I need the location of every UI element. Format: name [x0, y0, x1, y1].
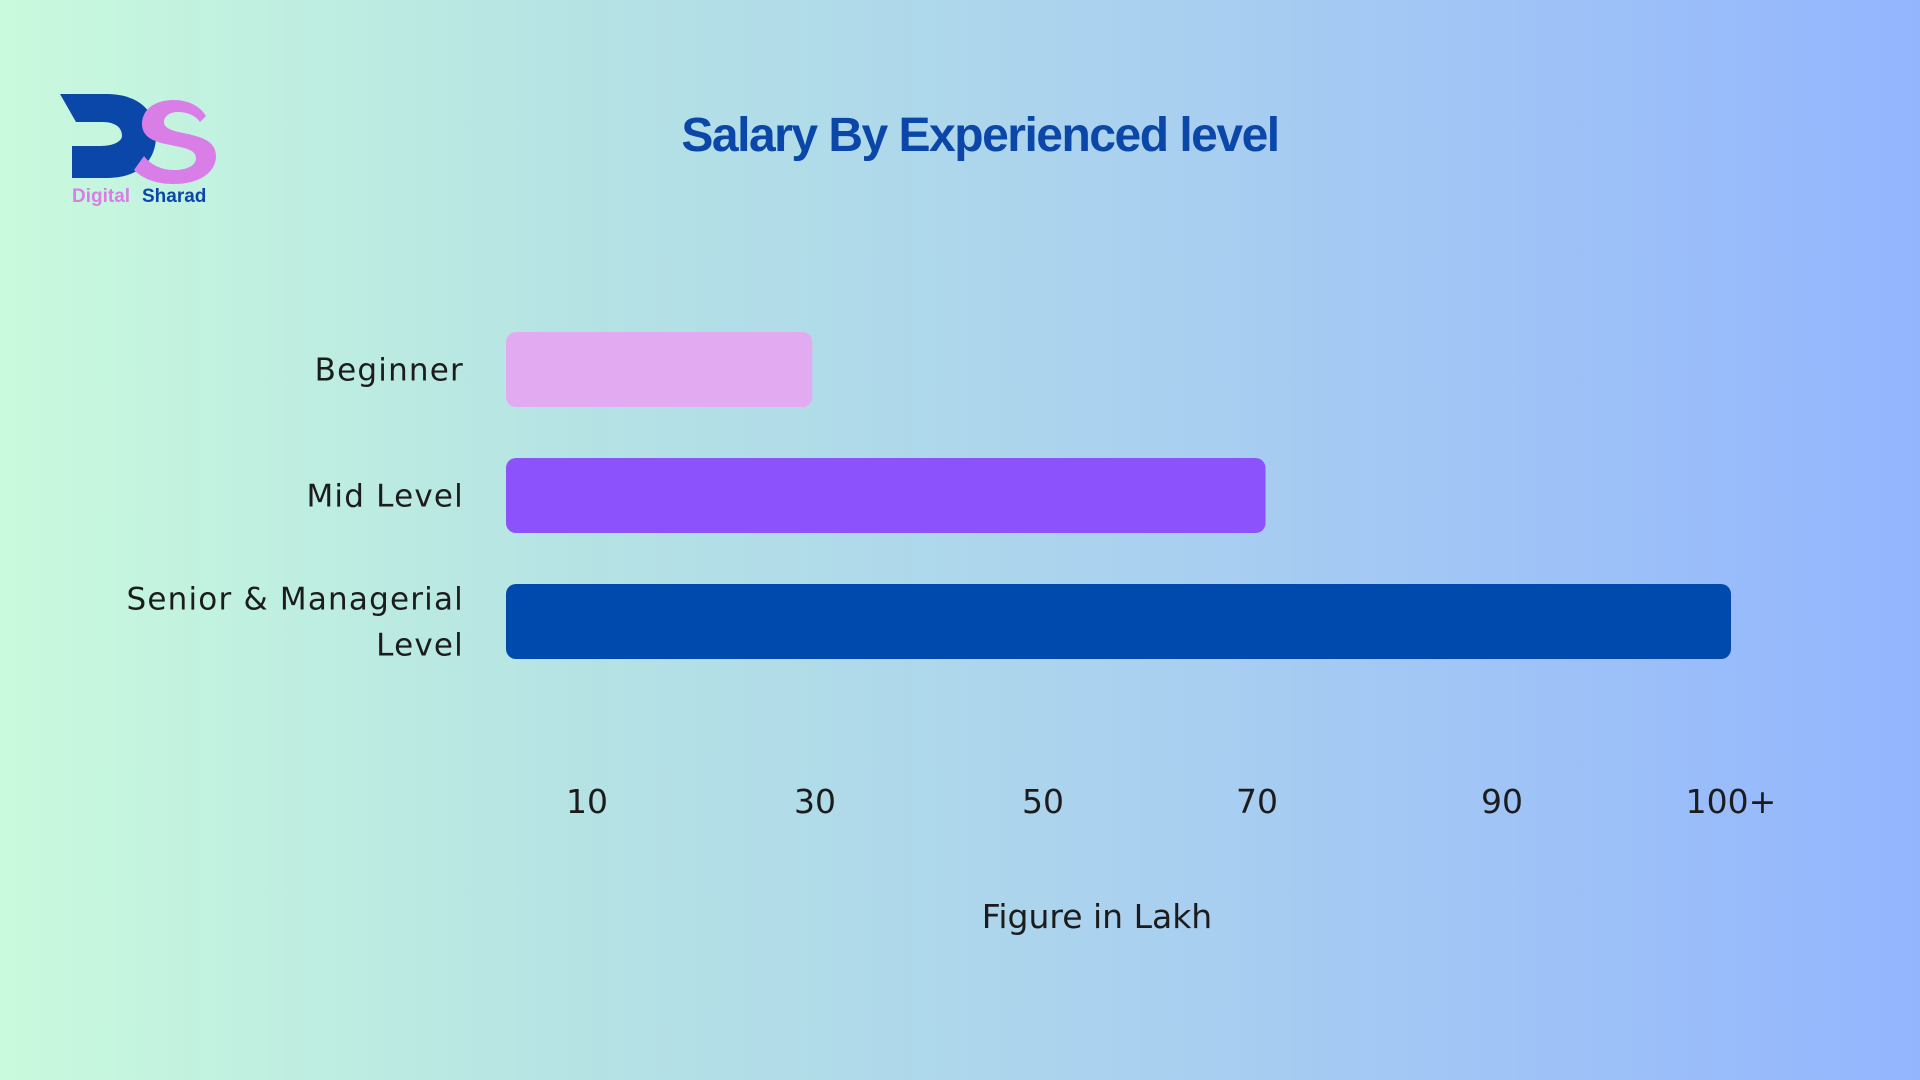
x-tick-label-2: 30	[794, 782, 836, 821]
category-label-line: Level	[376, 628, 464, 664]
category-label-line: Senior & Managerial	[126, 582, 464, 618]
bar-2	[506, 458, 1266, 533]
category-label-2: Mid Level	[306, 479, 464, 515]
x-axis-ticks: 10 30 50 70 90 100+	[566, 782, 1776, 821]
category-label-1: Beginner	[315, 353, 464, 389]
bar-1	[506, 332, 813, 407]
x-tick-label-3: 50	[1022, 782, 1064, 821]
x-axis-title: Figure in Lakh	[982, 897, 1212, 936]
x-tick-label-4: 70	[1236, 782, 1278, 821]
chart-title: Salary By Experienced level	[681, 109, 1280, 162]
category-labels: Beginner Mid Level Senior & Managerial Leve…	[126, 353, 464, 664]
category-label-line: Mid Level	[306, 479, 464, 515]
category-label-3: Senior & Managerial Level	[126, 582, 464, 664]
logo-mark: Digital Sharad	[60, 94, 216, 207]
bars-layer	[506, 332, 1731, 659]
logo: Digital Sharad	[56, 88, 226, 208]
bar-3	[506, 584, 1731, 659]
category-label-line: Beginner	[315, 353, 464, 389]
x-tick-label-1: 10	[566, 782, 608, 821]
logo-word-digital: Digital	[72, 186, 130, 207]
x-tick-label-5: 90	[1481, 782, 1523, 821]
x-tick-label-6: 100+	[1686, 782, 1777, 821]
logo-word-sharad: Sharad	[142, 186, 206, 207]
